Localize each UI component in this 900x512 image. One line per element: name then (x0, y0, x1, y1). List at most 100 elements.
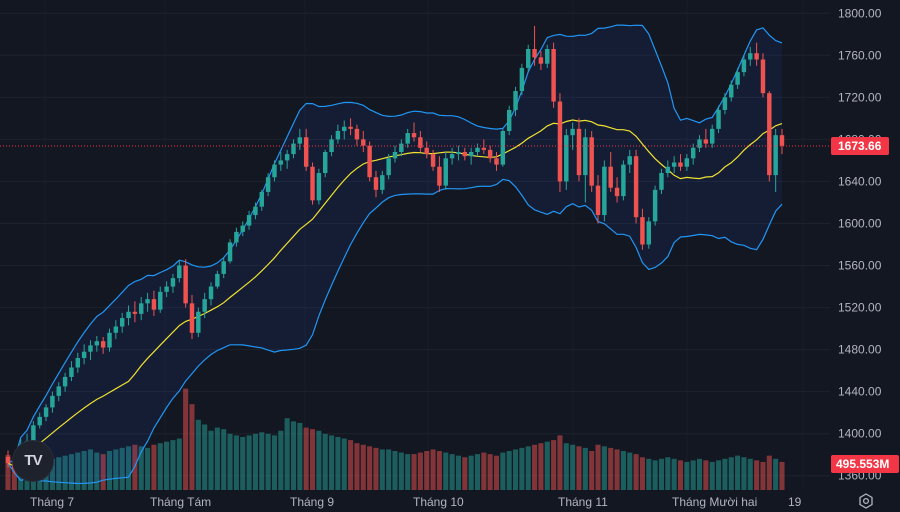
volume-bar (766, 455, 772, 490)
candle (589, 130, 594, 192)
y-tick-label: 1560.00 (838, 259, 882, 273)
volume-bar (113, 449, 119, 490)
volume-bar (221, 429, 227, 490)
volume-bar (5, 454, 11, 490)
volume-bar (227, 433, 233, 490)
candle-body (456, 152, 461, 155)
candle-body (481, 147, 487, 150)
candle (754, 42, 759, 66)
volume-bar (417, 452, 423, 490)
candle (202, 292, 207, 319)
volume-value-label: 495.553M (836, 457, 889, 471)
candle (729, 80, 734, 102)
y-tick-label: 1600.00 (838, 216, 882, 230)
settings-gear-icon[interactable] (858, 493, 874, 509)
volume-bar (106, 451, 113, 490)
y-axis: 1800.001760.001720.001680.001640.001600.… (838, 6, 882, 482)
volume-bar (157, 443, 163, 490)
volume-bar (639, 457, 645, 490)
candle-body (272, 164, 277, 178)
volume-bar (735, 455, 741, 490)
volume-bar (297, 422, 303, 490)
candle (291, 139, 296, 159)
candle-body (716, 109, 721, 129)
volume-bar (68, 454, 74, 490)
volume-bar (696, 458, 703, 490)
candle (348, 118, 353, 136)
candle-body (386, 158, 391, 176)
volume-bar (303, 427, 309, 490)
candle (437, 156, 442, 192)
candle-body (430, 154, 436, 167)
candle (449, 147, 455, 165)
candle (373, 170, 379, 198)
candle-body (227, 242, 233, 262)
candle (526, 44, 531, 73)
candle (284, 149, 290, 169)
volume-bar (348, 440, 354, 490)
volume-bar (367, 446, 373, 490)
candle (760, 53, 766, 98)
candle (139, 297, 144, 321)
candle-body (494, 158, 499, 165)
candle (361, 130, 366, 153)
candle (259, 189, 264, 211)
y-tick-label: 1800.00 (838, 6, 882, 20)
candle (545, 44, 550, 68)
tradingview-logo-button[interactable]: TV (12, 440, 54, 482)
bollinger-band-fill (8, 25, 782, 484)
candle (227, 239, 233, 264)
volume-bar (379, 449, 385, 490)
candle (405, 128, 410, 148)
volume-bar (126, 446, 132, 490)
volume-bar (449, 454, 455, 490)
volume-bar (87, 449, 94, 490)
candle-body (335, 130, 341, 140)
candle (56, 382, 61, 402)
candle-body (538, 57, 544, 64)
candle (170, 273, 176, 293)
volume-bar (214, 427, 220, 490)
volume-bar (601, 446, 607, 490)
candle (297, 128, 303, 150)
tradingview-logo-icon: TV (24, 452, 42, 469)
candle (424, 141, 429, 159)
volume-bar (493, 455, 500, 490)
candle-body (633, 156, 639, 218)
candle (265, 173, 271, 197)
candle-body (443, 158, 448, 186)
volume-bar (411, 454, 417, 490)
candle (557, 93, 563, 192)
candle-body (329, 139, 334, 153)
candle-body (208, 286, 214, 300)
candle (5, 450, 11, 468)
volume-bar (690, 460, 696, 490)
candle-body (107, 332, 112, 348)
candle-body (646, 221, 651, 245)
volume-bar (392, 451, 398, 490)
candle-body (589, 137, 594, 186)
candle (278, 152, 284, 171)
candle (158, 286, 163, 313)
volume-bar (271, 435, 277, 490)
candle-body (88, 345, 93, 352)
candle-body (684, 158, 690, 167)
candle (513, 86, 518, 117)
candle-body (729, 84, 734, 98)
volume-bar (671, 458, 677, 490)
volume-bar (620, 451, 626, 490)
last-price-tag-bg (831, 137, 889, 156)
candle (709, 124, 715, 148)
candle-body (418, 137, 423, 148)
candle (88, 340, 93, 361)
volume-bar (728, 457, 734, 490)
x-tick-label: 19 (788, 495, 802, 509)
candle (196, 307, 201, 337)
candle-body (513, 91, 518, 110)
volume-bar (360, 444, 366, 490)
volume-bar (481, 452, 487, 490)
volume-bar (386, 449, 392, 490)
candle (532, 25, 537, 66)
candle (418, 130, 423, 153)
